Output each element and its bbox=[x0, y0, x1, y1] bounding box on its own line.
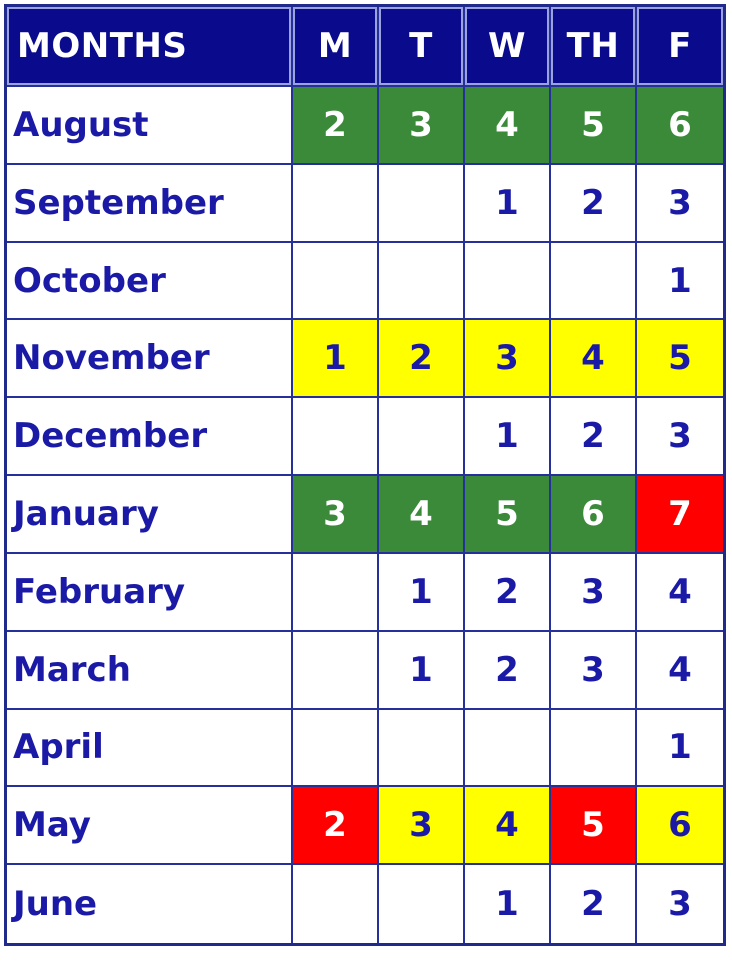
month-label-april: April bbox=[7, 709, 293, 788]
months-days-table: MONTHS M T W TH F August 2 3 4 5 6 September 1 2 3 Octob… bbox=[4, 4, 726, 946]
day-cell-april-f: 1 bbox=[637, 709, 723, 788]
day-cell-february-w: 2 bbox=[465, 553, 551, 632]
day-cell-august-m: 2 bbox=[293, 87, 379, 165]
day-cell-september-m bbox=[293, 164, 379, 243]
day-cell-april-w bbox=[465, 709, 551, 788]
day-cell-november-th: 4 bbox=[551, 320, 637, 399]
day-cell-december-f: 3 bbox=[637, 398, 723, 477]
day-cell-september-w: 1 bbox=[465, 164, 551, 243]
day-cell-january-m: 3 bbox=[293, 476, 379, 554]
day-cell-april-th bbox=[551, 709, 637, 788]
day-cell-january-t: 4 bbox=[379, 476, 465, 554]
day-cell-november-w: 3 bbox=[465, 320, 551, 399]
day-cell-may-w: 4 bbox=[465, 787, 551, 866]
day-cell-november-m: 1 bbox=[293, 320, 379, 399]
day-cell-june-w: 1 bbox=[465, 865, 551, 943]
month-label-october: October bbox=[7, 242, 293, 321]
header-day-th: TH bbox=[551, 7, 637, 87]
day-cell-may-th: 5 bbox=[551, 787, 637, 866]
day-cell-august-w: 4 bbox=[465, 87, 551, 165]
month-label-january: January bbox=[7, 476, 293, 554]
day-cell-april-m bbox=[293, 709, 379, 788]
day-cell-november-t: 2 bbox=[379, 320, 465, 399]
month-label-november: November bbox=[7, 320, 293, 399]
day-cell-june-m bbox=[293, 865, 379, 943]
month-label-may: May bbox=[7, 787, 293, 866]
month-label-december: December bbox=[7, 398, 293, 477]
header-day-m: M bbox=[293, 7, 379, 87]
day-cell-february-t: 1 bbox=[379, 553, 465, 632]
day-cell-march-w: 2 bbox=[465, 631, 551, 710]
day-cell-march-t: 1 bbox=[379, 631, 465, 710]
header-day-t: T bbox=[379, 7, 465, 87]
day-cell-may-t: 3 bbox=[379, 787, 465, 866]
day-cell-december-th: 2 bbox=[551, 398, 637, 477]
day-cell-august-th: 5 bbox=[551, 87, 637, 165]
day-cell-september-f: 3 bbox=[637, 164, 723, 243]
day-cell-february-th: 3 bbox=[551, 553, 637, 632]
day-cell-october-m bbox=[293, 242, 379, 321]
day-cell-september-th: 2 bbox=[551, 164, 637, 243]
day-cell-october-th bbox=[551, 242, 637, 321]
day-cell-june-f: 3 bbox=[637, 865, 723, 943]
day-cell-december-m bbox=[293, 398, 379, 477]
day-cell-march-m bbox=[293, 631, 379, 710]
month-label-february: February bbox=[7, 553, 293, 632]
day-cell-june-t bbox=[379, 865, 465, 943]
day-cell-march-f: 4 bbox=[637, 631, 723, 710]
day-cell-january-f: 7 bbox=[637, 476, 723, 554]
day-cell-october-w bbox=[465, 242, 551, 321]
day-cell-april-t bbox=[379, 709, 465, 788]
day-cell-december-t bbox=[379, 398, 465, 477]
day-cell-august-f: 6 bbox=[637, 87, 723, 165]
day-cell-september-t bbox=[379, 164, 465, 243]
day-cell-february-m bbox=[293, 553, 379, 632]
month-label-september: September bbox=[7, 164, 293, 243]
day-cell-january-th: 6 bbox=[551, 476, 637, 554]
day-cell-march-th: 3 bbox=[551, 631, 637, 710]
month-label-march: March bbox=[7, 631, 293, 710]
month-label-august: August bbox=[7, 87, 293, 165]
day-cell-may-f: 6 bbox=[637, 787, 723, 866]
day-cell-january-w: 5 bbox=[465, 476, 551, 554]
day-cell-may-m: 2 bbox=[293, 787, 379, 866]
day-cell-february-f: 4 bbox=[637, 553, 723, 632]
day-cell-june-th: 2 bbox=[551, 865, 637, 943]
day-cell-august-t: 3 bbox=[379, 87, 465, 165]
header-day-f: F bbox=[637, 7, 723, 87]
month-label-june: June bbox=[7, 865, 293, 943]
day-cell-october-f: 1 bbox=[637, 242, 723, 321]
header-months: MONTHS bbox=[7, 7, 293, 87]
header-day-w: W bbox=[465, 7, 551, 87]
day-cell-november-f: 5 bbox=[637, 320, 723, 399]
day-cell-december-w: 1 bbox=[465, 398, 551, 477]
day-cell-october-t bbox=[379, 242, 465, 321]
